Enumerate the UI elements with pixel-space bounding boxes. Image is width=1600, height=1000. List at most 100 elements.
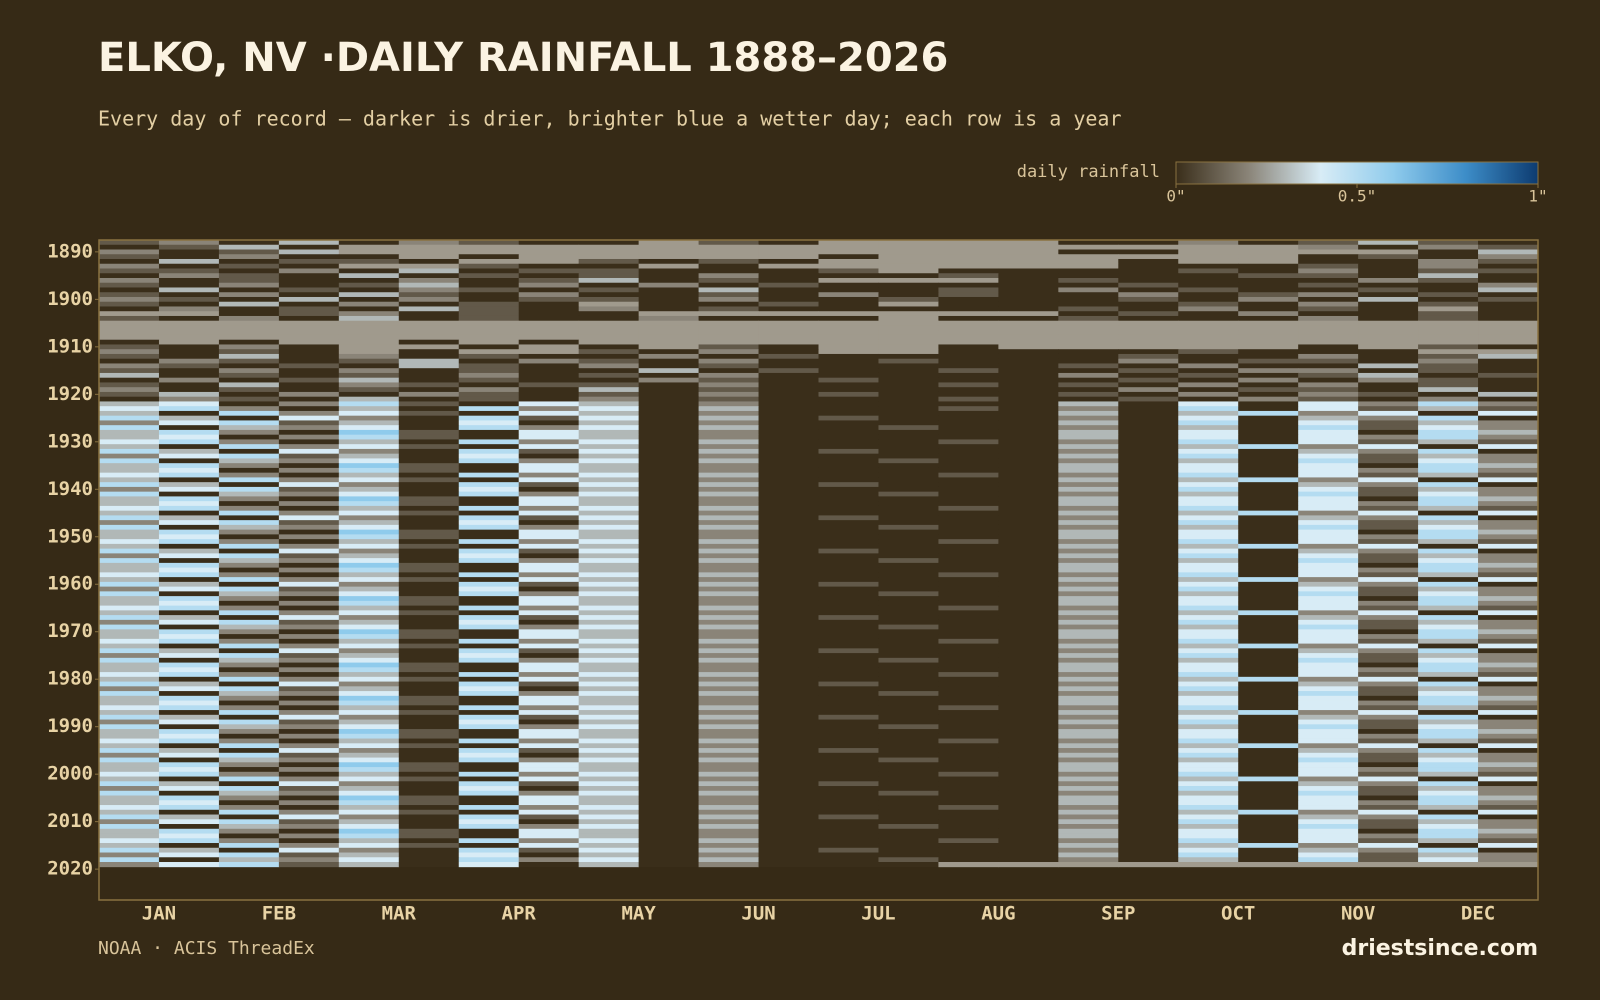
cell — [218, 415, 280, 421]
cell — [758, 667, 819, 673]
cell — [99, 482, 160, 488]
cell — [518, 273, 580, 279]
cell — [818, 719, 879, 725]
cell — [818, 382, 879, 388]
cell — [758, 420, 819, 426]
cell — [1358, 852, 1419, 858]
cell — [998, 539, 1059, 545]
cell — [158, 733, 220, 739]
cell — [1238, 705, 1299, 711]
cell — [1418, 296, 1479, 303]
cell — [578, 510, 640, 516]
cell — [458, 833, 520, 839]
missing-cell — [638, 344, 699, 350]
cell — [938, 786, 999, 792]
cell — [1118, 643, 1179, 649]
cell — [1358, 482, 1419, 488]
cell — [758, 686, 819, 692]
cell — [1418, 629, 1479, 635]
cell — [578, 847, 640, 853]
cell — [518, 539, 580, 545]
cell — [578, 401, 640, 407]
missing-cell — [818, 258, 879, 265]
cell — [1478, 748, 1539, 754]
cell — [998, 529, 1059, 535]
cell — [578, 434, 640, 440]
missing-cell — [818, 349, 879, 355]
cell — [578, 733, 640, 739]
cell — [398, 596, 460, 602]
cell — [278, 401, 340, 407]
cell — [278, 757, 340, 763]
cell — [818, 444, 879, 450]
cell — [338, 420, 400, 426]
cell — [338, 738, 400, 744]
cell — [99, 776, 160, 782]
cell — [398, 743, 460, 749]
cell — [1118, 748, 1179, 754]
cell — [878, 401, 939, 407]
cell — [218, 258, 280, 265]
cell — [1238, 548, 1299, 554]
cell — [938, 776, 999, 782]
cell — [578, 277, 640, 284]
cell — [1298, 833, 1359, 839]
cell — [1238, 657, 1299, 663]
missing-cell — [518, 320, 580, 326]
cell — [158, 591, 220, 597]
cell — [638, 534, 699, 540]
cell — [1058, 667, 1119, 673]
cell — [1178, 705, 1239, 711]
cell — [698, 824, 759, 830]
cell — [458, 624, 520, 630]
cell — [758, 857, 819, 863]
cell — [158, 344, 220, 350]
cell — [518, 638, 580, 644]
missing-cell — [338, 249, 400, 255]
cell — [518, 724, 580, 730]
missing-cell — [878, 249, 939, 255]
cell — [1058, 700, 1119, 706]
cell — [1238, 349, 1299, 355]
cell — [1298, 444, 1359, 450]
cell — [818, 467, 879, 474]
missing-cell — [998, 334, 1059, 341]
cell — [938, 729, 999, 735]
cell — [338, 505, 400, 512]
cell — [158, 686, 220, 692]
cell — [1118, 467, 1179, 474]
cell — [338, 372, 400, 379]
cell — [1238, 410, 1299, 417]
cell — [1358, 781, 1419, 787]
cell — [218, 553, 280, 559]
cell — [1298, 624, 1359, 630]
cell — [278, 619, 340, 626]
cell — [218, 268, 280, 274]
cell — [578, 619, 640, 626]
cell — [338, 429, 400, 436]
cell — [1418, 776, 1479, 782]
cell — [938, 624, 999, 630]
cell — [218, 254, 280, 260]
cell — [998, 786, 1059, 792]
cell — [218, 686, 280, 692]
cell — [518, 377, 580, 383]
cell — [938, 543, 999, 550]
cell — [818, 396, 879, 402]
cell — [1298, 368, 1359, 374]
cell — [218, 501, 280, 507]
cell — [218, 425, 280, 431]
cell — [638, 719, 699, 725]
cell — [758, 258, 819, 265]
cell — [938, 301, 999, 307]
cell — [1058, 786, 1119, 792]
cell — [1178, 795, 1239, 801]
cell — [938, 615, 999, 621]
cell — [99, 814, 160, 820]
cell — [158, 786, 220, 792]
cell — [218, 710, 280, 716]
cell — [1118, 610, 1179, 616]
cell — [398, 520, 460, 526]
cell — [518, 263, 580, 269]
cell — [398, 420, 460, 426]
